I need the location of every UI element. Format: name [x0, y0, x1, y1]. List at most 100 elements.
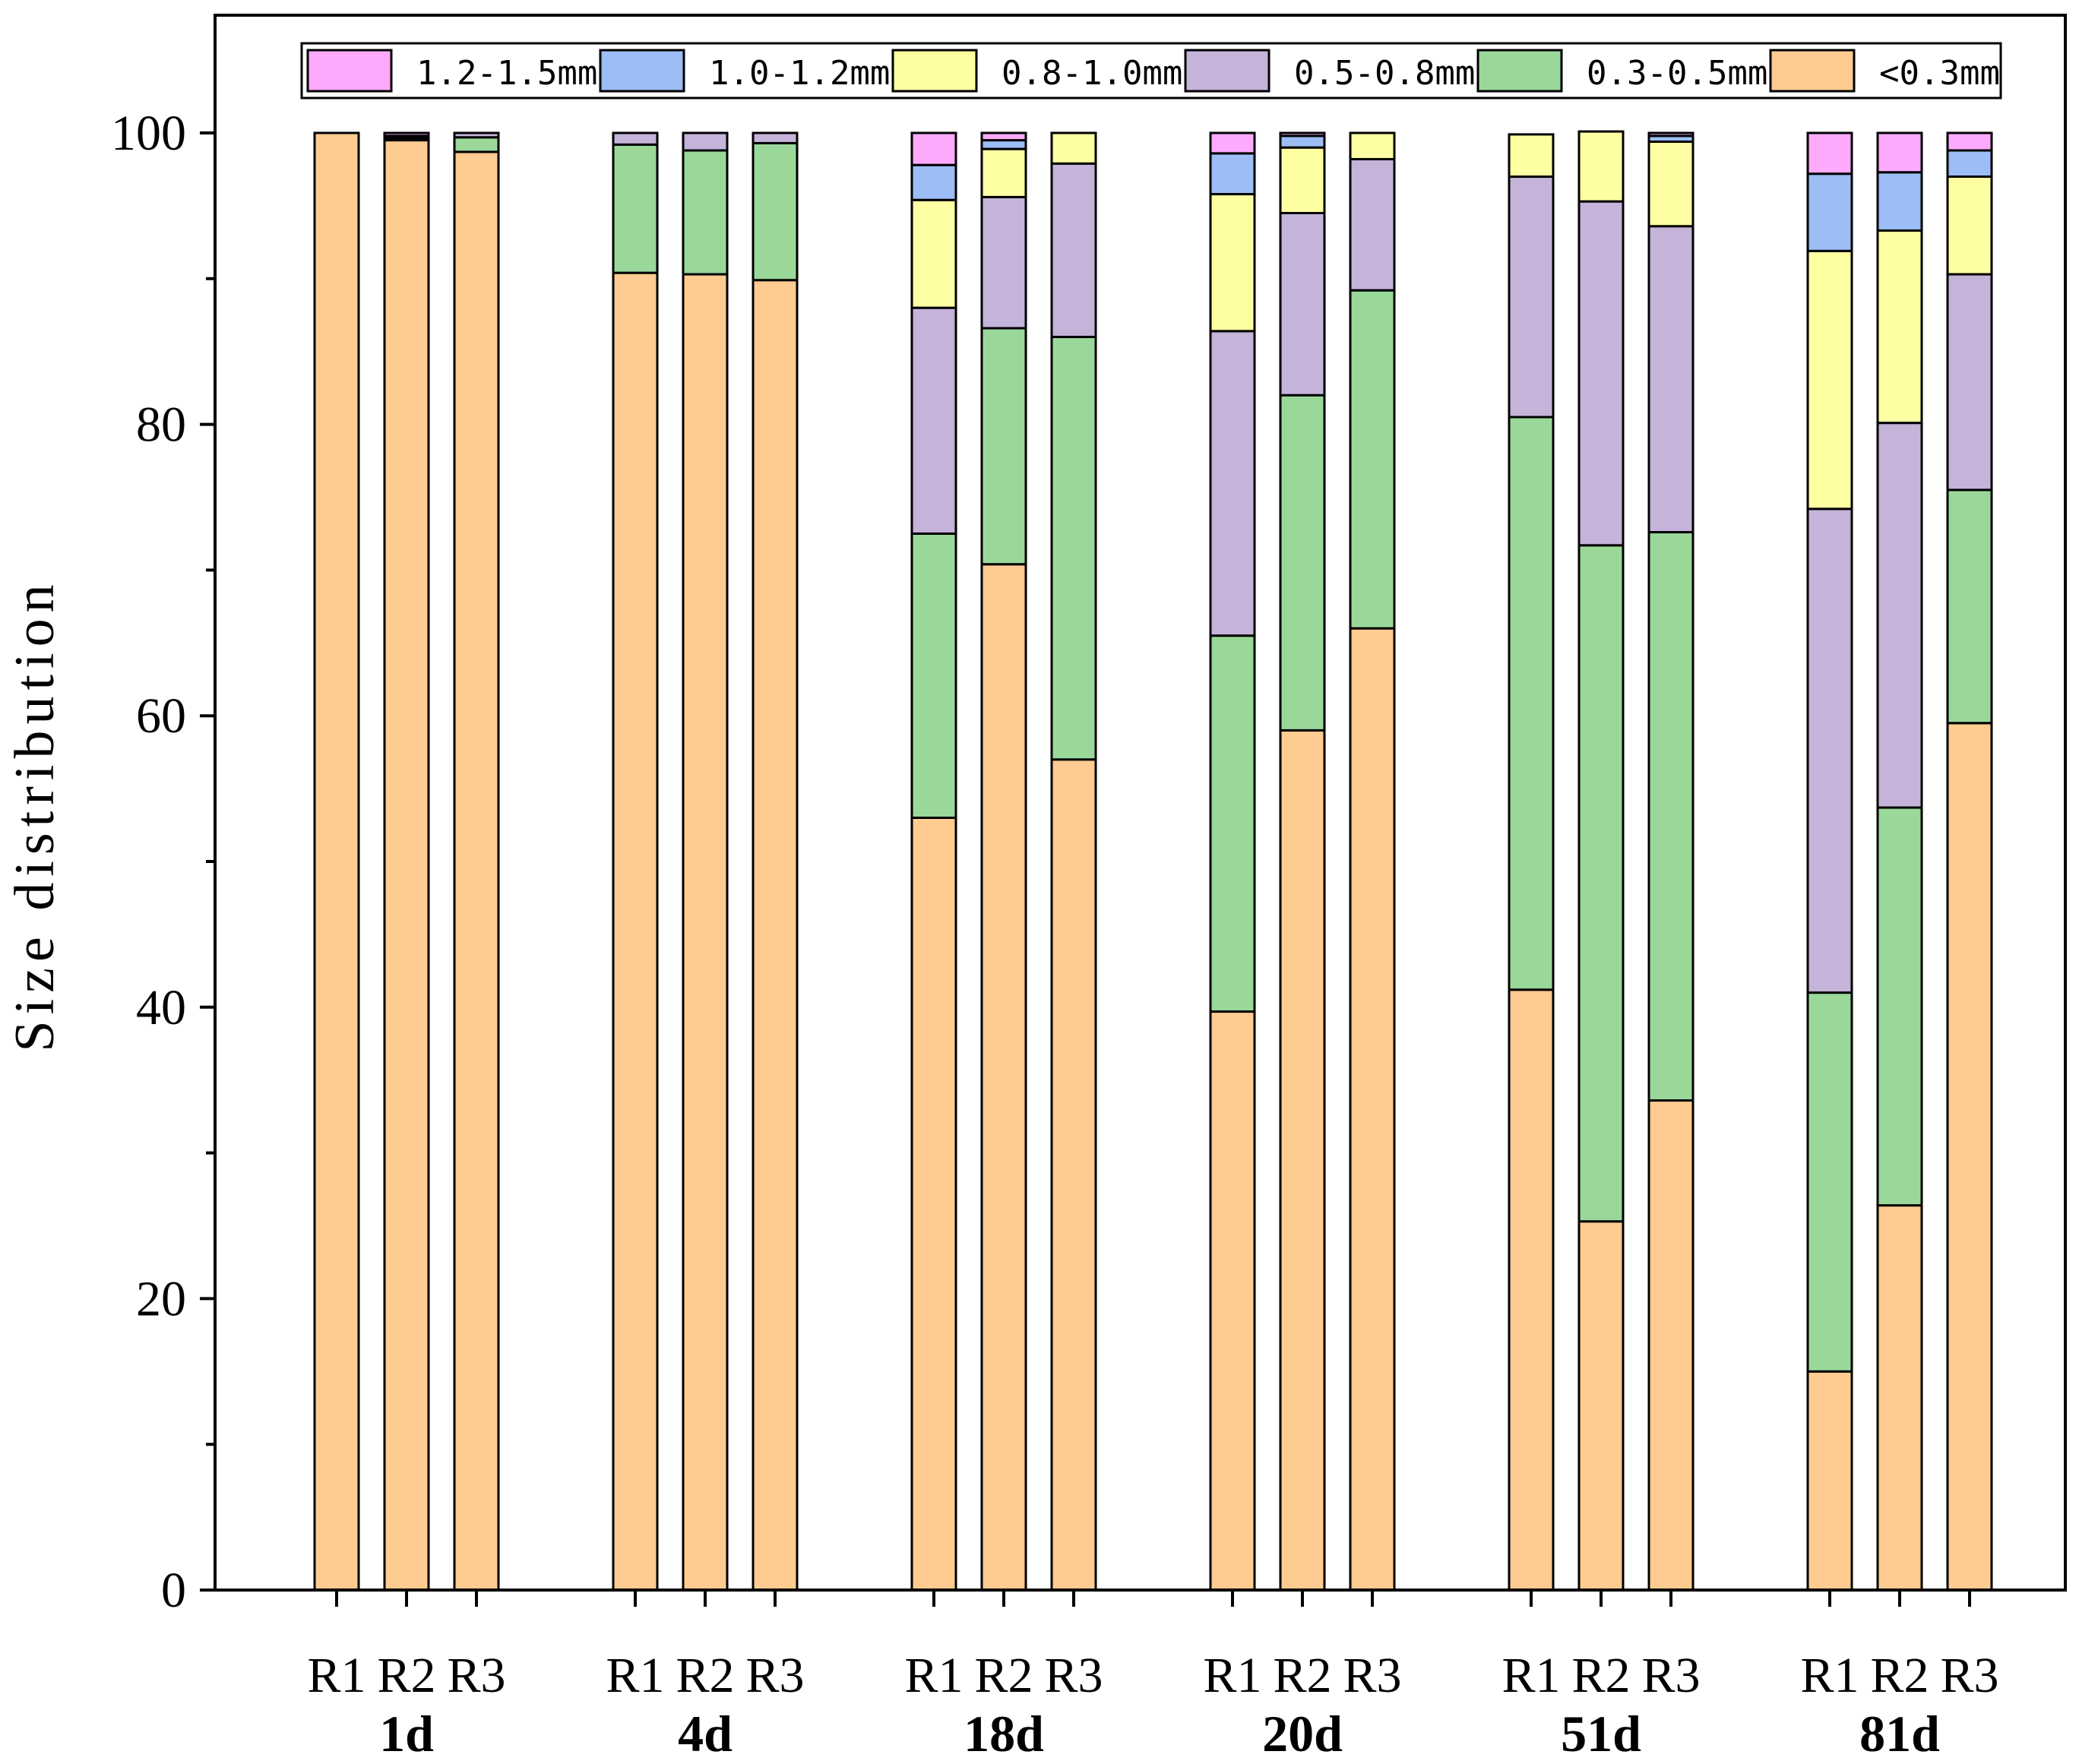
bar-segment-4d-R1-s1: [612, 143, 659, 274]
bar-segment-4d-R1-s2: [612, 131, 659, 146]
legend-swatch: [306, 49, 393, 93]
bar-segment-18d-R1-s2: [910, 306, 957, 535]
x-tick-label: R1: [1800, 1648, 1859, 1703]
bar-segment-20d-R3-s2: [1349, 158, 1396, 292]
bar-segment-81d-R3-s4: [1946, 149, 1993, 179]
x-tick-label: R3: [1641, 1648, 1700, 1703]
bar-segment-1d-R2-s5: [383, 131, 430, 138]
x-tick-label: R3: [447, 1648, 505, 1703]
x-tick-label: R2: [1571, 1648, 1630, 1703]
y-tick-label: 80: [136, 397, 186, 453]
bar-segment-4d-R2-s0: [682, 273, 729, 1592]
bar-segment-81d-R3-s1: [1946, 488, 1993, 725]
bar-segment-1d-R2-s0: [383, 139, 430, 1592]
bar-segment-18d-R1-s4: [910, 163, 957, 201]
bar-segment-20d-R2-s2: [1279, 211, 1326, 397]
bar-segment-81d-R3-s2: [1946, 273, 1993, 492]
bar-segment-20d-R2-s0: [1279, 729, 1326, 1592]
bar-segment-51d-R1-s2: [1508, 175, 1555, 419]
legend-box: [300, 42, 2002, 100]
bar-segment-4d-R1-s0: [612, 271, 659, 1592]
bar-segment-4d-R3-s2: [752, 131, 799, 144]
bar-segment-81d-R2-s2: [1876, 422, 1923, 809]
x-group-label: 20d: [1262, 1705, 1343, 1762]
bar-segment-20d-R1-s3: [1209, 193, 1256, 333]
legend-label: 1.2-1.5mm: [416, 54, 597, 93]
bar-segment-18d-R3-s3: [1050, 131, 1097, 165]
bar-segment-51d-R2-s1: [1577, 544, 1625, 1223]
x-tick-label: R3: [1940, 1648, 1998, 1703]
bars-layer: [313, 130, 1993, 1592]
bar-segment-20d-R3-s1: [1349, 289, 1396, 630]
legend-label: 0.3-0.5mm: [1587, 54, 1767, 93]
bar-segment-18d-R2-s2: [980, 195, 1027, 330]
legend-label: 0.5-0.8mm: [1294, 54, 1475, 93]
bar-segment-51d-R3-s0: [1647, 1099, 1695, 1592]
x-tick-label: R1: [1502, 1648, 1560, 1703]
y-tick-label: 0: [161, 1563, 186, 1618]
bar-segment-1d-R3-s2: [453, 131, 500, 139]
bar-segment-20d-R2-s5: [1279, 131, 1326, 138]
bar-segment-51d-R1-s3: [1508, 133, 1555, 179]
bar-segment-20d-R2-s1: [1279, 394, 1326, 732]
bar-segment-4d-R3-s0: [752, 279, 799, 1592]
x-tick-label: R3: [1343, 1648, 1401, 1703]
bar-segment-51d-R3-s2: [1647, 225, 1695, 534]
bar-segment-18d-R2-s0: [980, 563, 1027, 1592]
x-group-label: 51d: [1561, 1705, 1641, 1762]
bar-segment-18d-R2-s1: [980, 327, 1027, 566]
bar-segment-81d-R1-s5: [1806, 131, 1853, 175]
bar-segment-81d-R3-s0: [1946, 722, 1993, 1592]
bar-segment-20d-R3-s3: [1349, 131, 1396, 161]
bar-segment-1d-R3-s1: [453, 136, 500, 153]
bar-segment-81d-R2-s3: [1876, 229, 1923, 425]
y-tick-label: 40: [136, 980, 186, 1035]
bar-segment-18d-R1-s5: [910, 131, 957, 166]
legend-swatch: [891, 49, 978, 93]
x-tick-label: R1: [606, 1648, 664, 1703]
x-group-label: 1d: [379, 1705, 434, 1762]
bar-segment-81d-R1-s0: [1806, 1370, 1853, 1592]
bar-segment-20d-R1-s4: [1209, 152, 1256, 196]
bar-segment-1d-R1-s0: [313, 131, 360, 1592]
bar-segment-51d-R2-s0: [1577, 1220, 1625, 1592]
bar-segment-20d-R1-s2: [1209, 330, 1256, 637]
x-tick-label: R3: [1044, 1648, 1103, 1703]
x-group-label: 18d: [964, 1705, 1044, 1762]
legend-swatch: [599, 49, 685, 93]
bar-segment-18d-R2-s3: [980, 147, 1027, 198]
legend-label: 0.8-1.0mm: [1002, 54, 1182, 93]
bar-segment-51d-R1-s1: [1508, 416, 1555, 991]
bar-segment-81d-R3-s5: [1946, 131, 1993, 152]
y-axis-label: Size distribution: [4, 578, 66, 1051]
bar-segment-18d-R1-s0: [910, 816, 957, 1592]
bar-segment-51d-R1-s0: [1508, 988, 1555, 1592]
bar-segment-51d-R3-s1: [1647, 531, 1695, 1102]
legend-label: <0.3mm: [1879, 54, 2000, 93]
bar-segment-81d-R1-s3: [1806, 249, 1853, 511]
x-group-label: 81d: [1859, 1705, 1940, 1762]
bar-segment-51d-R3-s5: [1647, 131, 1695, 138]
plot-frame: [214, 14, 2067, 1592]
x-group-label: 4d: [678, 1705, 733, 1762]
legend-swatch: [1769, 49, 1856, 93]
bar-segment-18d-R1-s3: [910, 198, 957, 309]
x-tick-label: R2: [974, 1648, 1033, 1703]
x-tick-label: R2: [676, 1648, 734, 1703]
bar-segment-20d-R2-s3: [1279, 146, 1326, 214]
bar-segment-4d-R2-s1: [682, 149, 729, 276]
x-tick-label: R1: [307, 1648, 365, 1703]
bar-segment-51d-R3-s3: [1647, 141, 1695, 228]
bar-segment-18d-R3-s2: [1050, 162, 1097, 339]
y-tick-label: 20: [136, 1271, 186, 1326]
bar-segment-4d-R3-s1: [752, 141, 799, 282]
legend-swatch: [1184, 49, 1270, 93]
y-tick-label: 60: [136, 688, 186, 744]
x-tick-label: R2: [1870, 1648, 1929, 1703]
bar-segment-81d-R2-s5: [1876, 131, 1923, 174]
bar-segment-81d-R2-s1: [1876, 806, 1923, 1207]
bar-segment-20d-R1-s5: [1209, 131, 1256, 155]
legend-swatch: [1476, 49, 1563, 93]
x-tick-label: R1: [904, 1648, 963, 1703]
